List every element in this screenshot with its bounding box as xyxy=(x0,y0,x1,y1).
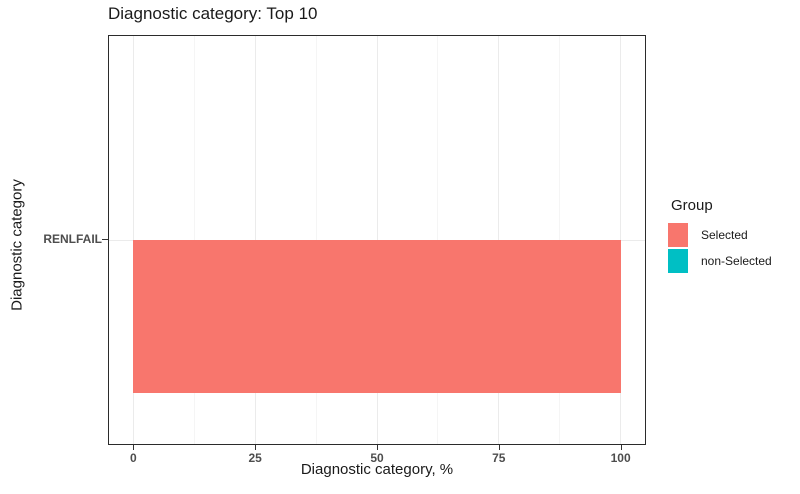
chart-title: Diagnostic category: Top 10 xyxy=(108,4,318,23)
legend-swatch-non-selected xyxy=(668,249,688,273)
x-tick-mark xyxy=(620,445,622,450)
x-tick-label: 25 xyxy=(248,451,262,465)
bar-selected xyxy=(133,240,621,393)
x-tick-label: 75 xyxy=(492,451,506,465)
plot-panel xyxy=(108,35,646,445)
y-tick-label: RENLFAIL xyxy=(43,232,102,246)
x-tick-label: 50 xyxy=(370,451,384,465)
y-axis-tick-mark xyxy=(102,239,108,240)
x-tick-mark xyxy=(377,445,378,450)
x-axis-title: Diagnostic category, % xyxy=(300,461,454,478)
x-tick-mark xyxy=(255,445,257,450)
legend-item-non-selected: non-Selected xyxy=(668,249,772,273)
legend-swatch-selected xyxy=(668,223,688,247)
x-tick-label: 100 xyxy=(610,451,631,465)
legend: Group Selected non-Selected xyxy=(668,197,772,275)
legend-label-selected: Selected xyxy=(701,228,748,242)
x-tick-mark xyxy=(498,445,500,450)
x-tick-mark xyxy=(133,445,135,450)
legend-label-non-selected: non-Selected xyxy=(701,254,772,268)
legend-item-selected: Selected xyxy=(668,223,772,247)
legend-title: Group xyxy=(671,197,713,214)
x-tick-label: 0 xyxy=(130,451,137,465)
